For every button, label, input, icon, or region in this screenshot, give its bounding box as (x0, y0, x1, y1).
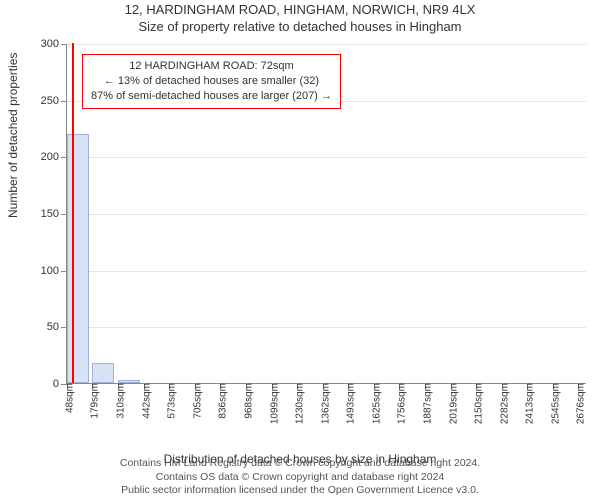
x-tick-label: 310sqm (109, 383, 126, 419)
y-tick-label: 200 (41, 151, 67, 163)
x-tick-label: 705sqm (186, 383, 203, 419)
x-tick-label: 2150sqm (468, 383, 485, 424)
x-tick-label: 2413sqm (519, 383, 536, 424)
title-line1: 12, HARDINGHAM ROAD, HINGHAM, NORWICH, N… (0, 2, 600, 19)
gridline-h (67, 327, 586, 328)
histogram-bar (118, 380, 140, 383)
annotation-line2: ← 13% of detached houses are smaller (32… (91, 74, 332, 89)
chart-container: 12, HARDINGHAM ROAD, HINGHAM, NORWICH, N… (0, 0, 600, 500)
x-tick-label: 1493sqm (340, 383, 357, 424)
y-tick-label: 250 (41, 95, 67, 107)
x-tick-label: 1230sqm (289, 383, 306, 424)
x-tick-label: 179sqm (84, 383, 101, 419)
x-tick-label: 573sqm (161, 383, 178, 419)
x-tick-label: 2676sqm (570, 383, 587, 424)
x-tick-label: 1756sqm (391, 383, 408, 424)
y-tick-label: 300 (41, 38, 67, 50)
x-tick-label: 1887sqm (416, 383, 433, 424)
gridline-h (67, 214, 586, 215)
x-tick-label: 48sqm (59, 383, 76, 413)
x-tick-label: 1362sqm (314, 383, 331, 424)
histogram-bar (92, 363, 114, 383)
title-block: 12, HARDINGHAM ROAD, HINGHAM, NORWICH, N… (0, 2, 600, 36)
x-tick-label: 2545sqm (544, 383, 561, 424)
gridline-h (67, 157, 586, 158)
x-tick-label: 968sqm (238, 383, 255, 419)
x-tick-label: 2019sqm (442, 383, 459, 424)
gridline-h (67, 271, 586, 272)
copyright-line1: Contains HM Land Registry data © Crown c… (0, 457, 600, 471)
copyright-block: Contains HM Land Registry data © Crown c… (0, 457, 600, 498)
gridline-h (67, 44, 586, 45)
histogram-bar (67, 134, 89, 383)
copyright-line2: Contains OS data © Crown copyright and d… (0, 471, 600, 485)
annotation-box: 12 HARDINGHAM ROAD: 72sqm ← 13% of detac… (82, 54, 341, 109)
highlight-line (72, 43, 74, 383)
x-tick-label: 836sqm (212, 383, 229, 419)
x-tick-label: 442sqm (135, 383, 152, 419)
copyright-line3: Public sector information licensed under… (0, 484, 600, 498)
annotation-line3: 87% of semi-detached houses are larger (… (91, 89, 332, 104)
x-tick-label: 1625sqm (365, 383, 382, 424)
annotation-line1: 12 HARDINGHAM ROAD: 72sqm (91, 59, 332, 74)
y-tick-label: 150 (41, 208, 67, 220)
y-tick-label: 100 (41, 265, 67, 277)
x-tick-label: 1099sqm (263, 383, 280, 424)
y-axis-label: Number of detached properties (6, 53, 20, 218)
title-line2: Size of property relative to detached ho… (0, 19, 600, 36)
y-tick-label: 50 (47, 321, 67, 333)
x-tick-label: 2282sqm (493, 383, 510, 424)
